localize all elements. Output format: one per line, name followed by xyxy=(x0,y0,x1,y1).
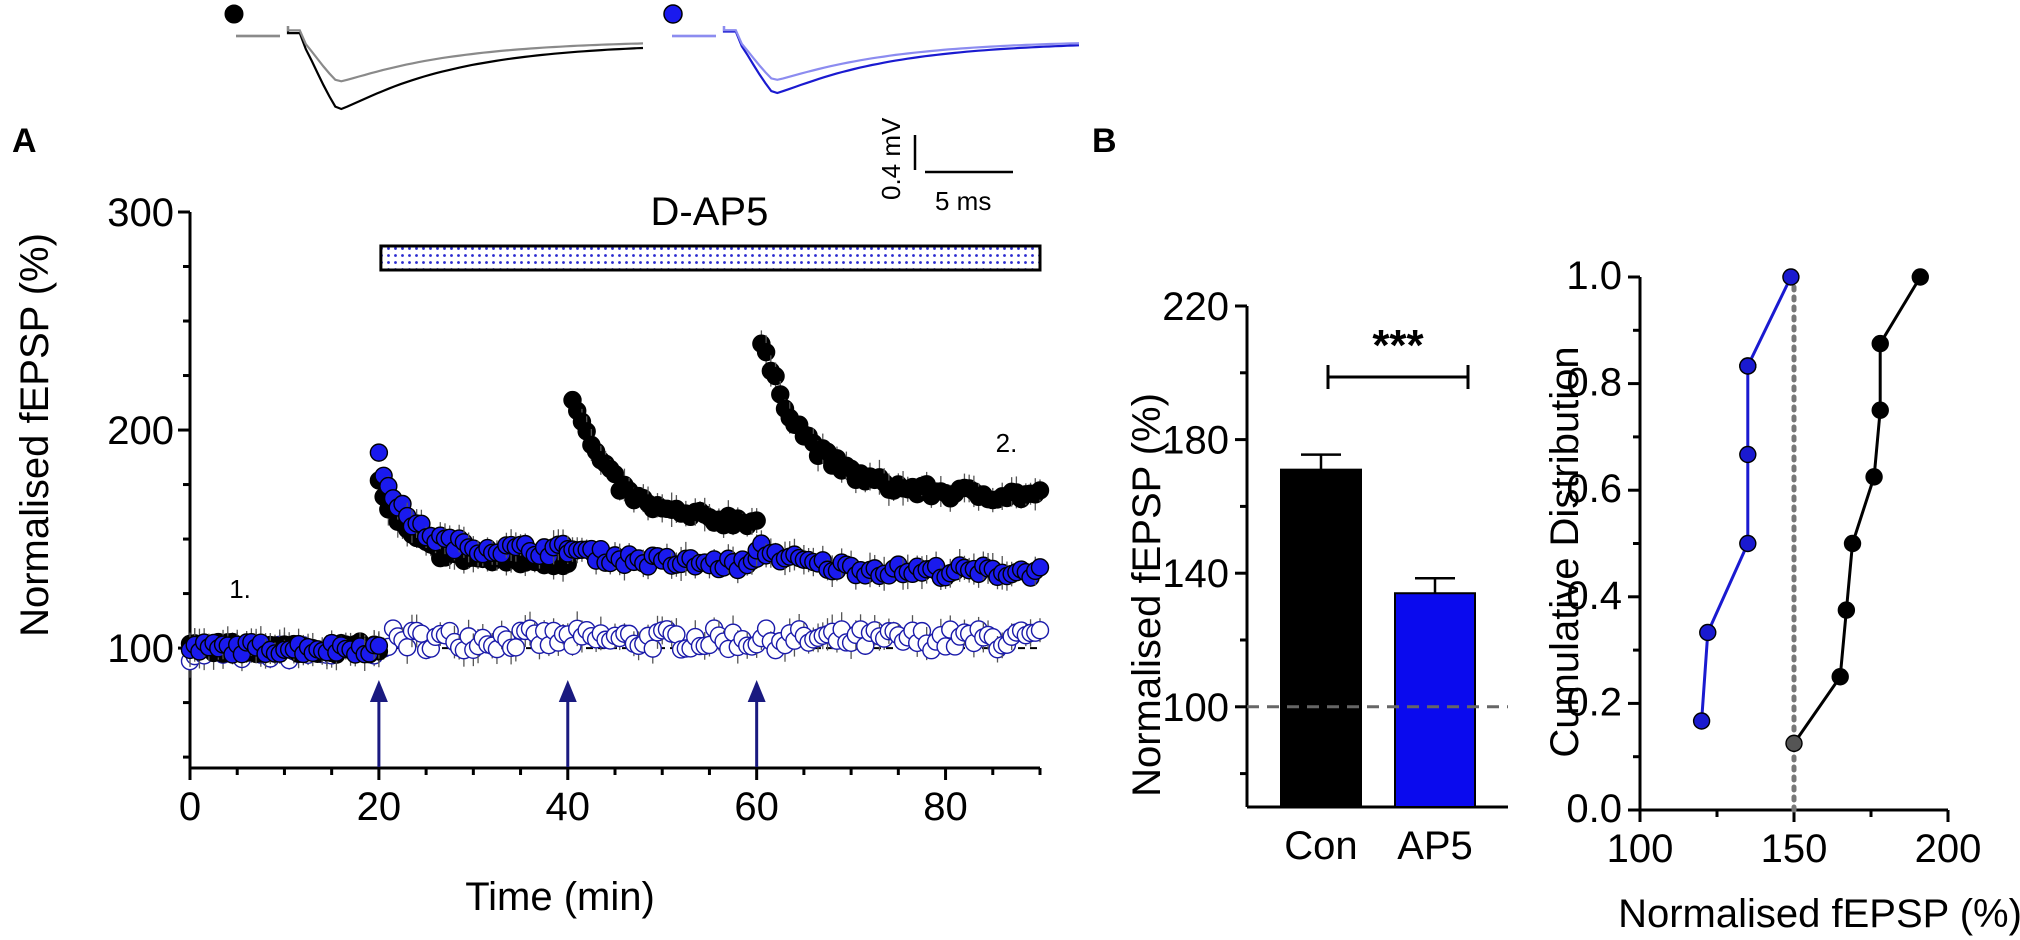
tetanus-arrow-head xyxy=(369,680,388,702)
panel-b-bar-axes: 100 140 180 220 xyxy=(1162,285,1508,809)
inset-trace-control-after xyxy=(236,26,644,83)
cumulative-line xyxy=(1792,276,1922,745)
panel-a-y-label: Normalised fEPSP (%) xyxy=(13,233,57,637)
tetanus-arrow-head xyxy=(558,680,577,702)
annotation-1: 1. xyxy=(229,574,251,604)
panel-a-x-tick-label: 40 xyxy=(546,785,591,829)
cumulative-point xyxy=(1739,357,1757,375)
inset-trace-ap5-after xyxy=(672,26,1080,81)
panel-a-y-tick-label: 100 xyxy=(107,627,174,671)
panel-b-bars: Con AP5 xyxy=(1247,365,1508,868)
cumulative-point xyxy=(1692,712,1711,730)
panel-a-x-tick-label: 60 xyxy=(734,785,779,829)
cumulative-y-tick-label: 0.0 xyxy=(1566,787,1622,831)
cumulative-x-label: Normalised fEPSP (%) xyxy=(1618,892,2020,936)
legend-marker-control xyxy=(224,4,244,24)
annotation-2: 2. xyxy=(996,428,1018,458)
cumulative-point xyxy=(1785,734,1803,753)
cumulative-x-tick-label: 150 xyxy=(1761,827,1828,871)
data-point xyxy=(1030,558,1050,577)
tetanus-arrow-head xyxy=(747,680,766,702)
data-point xyxy=(398,638,417,657)
data-point xyxy=(643,639,662,658)
bar xyxy=(1394,592,1476,808)
scale-bar-x-label: 5 ms xyxy=(935,186,991,216)
cumulative-x-tick-label: 100 xyxy=(1607,827,1674,871)
cumulative-point xyxy=(1871,334,1889,353)
cumulative-point xyxy=(1871,401,1889,419)
cumulative-point xyxy=(1837,601,1856,619)
cumulative-y-label: Cumulative Distribution xyxy=(1543,346,1587,757)
panel-a-axes: 0 20 40 60 80 100 200 300 xyxy=(107,191,1042,829)
panel-a-x-label: Time (min) xyxy=(465,875,655,919)
panel-a-arrows xyxy=(369,680,766,767)
bar-category-label: AP5 xyxy=(1397,824,1473,868)
bar-category-label: Con xyxy=(1284,824,1357,868)
panel-b-cumulative-lines xyxy=(1692,268,1929,753)
panel-b-cumulative-axes: 100 150 200 0.0 0.2 0.4 0.6 0.8 1.0 xyxy=(1566,254,1981,871)
cumulative-point xyxy=(1911,268,1929,286)
cumulative-point xyxy=(1739,445,1757,464)
panel-a-x-tick-label: 80 xyxy=(923,785,968,829)
inset-trace-ap5-before xyxy=(672,26,1080,95)
panel-b-y-label: Normalised fEPSP (%) xyxy=(1125,393,1169,797)
data-point xyxy=(756,342,776,362)
cumulative-point xyxy=(1699,623,1717,642)
panel-a-y-tick-label: 300 xyxy=(107,191,174,235)
d-ap5-bar xyxy=(379,244,1042,272)
bar-y-tick-label: 100 xyxy=(1162,686,1229,730)
panel-a-x-tick-label: 0 xyxy=(179,785,201,829)
cumulative-y-tick-label: 0.2 xyxy=(1566,680,1622,724)
cumulative-point xyxy=(1782,268,1800,286)
scale-bar-y-label: 0.4 mV xyxy=(876,117,906,200)
panel-a-x-tick-label: 20 xyxy=(357,785,402,829)
data-point xyxy=(1030,621,1050,640)
significance-stars: *** xyxy=(1372,321,1424,370)
bar xyxy=(1280,468,1362,808)
inset-traces xyxy=(236,26,1080,111)
data-point xyxy=(1030,481,1050,500)
data-point xyxy=(369,636,389,655)
cumulative-point xyxy=(1831,668,1849,686)
cumulative-y-tick-label: 1.0 xyxy=(1566,254,1622,298)
data-point xyxy=(506,638,526,657)
panel-label-b: B xyxy=(1092,122,1117,160)
cumulative-x-tick-label: 200 xyxy=(1915,827,1982,871)
cumulative-y-tick-label: 0.6 xyxy=(1566,467,1622,511)
cumulative-line xyxy=(1700,276,1793,722)
bar-y-tick-label: 220 xyxy=(1162,285,1229,329)
cumulative-point xyxy=(1843,534,1862,553)
cumulative-point xyxy=(1739,534,1757,553)
data-point xyxy=(766,366,785,386)
data-point xyxy=(369,443,389,462)
cumulative-y-tick-label: 0.4 xyxy=(1566,574,1622,618)
bar-y-tick-label: 140 xyxy=(1162,552,1229,596)
bar-y-tick-label: 180 xyxy=(1162,419,1229,463)
panel-label-a: A xyxy=(12,122,37,160)
legend-marker-ap5 xyxy=(663,4,683,24)
panel-a-y-tick-label: 200 xyxy=(107,409,174,453)
data-point xyxy=(747,511,766,530)
panel-a-points xyxy=(180,330,1050,678)
inset-trace-control-before xyxy=(236,26,644,111)
d-ap5-label: D-AP5 xyxy=(651,190,769,234)
cumulative-point xyxy=(1865,468,1883,486)
cumulative-y-tick-label: 0.8 xyxy=(1566,361,1622,405)
